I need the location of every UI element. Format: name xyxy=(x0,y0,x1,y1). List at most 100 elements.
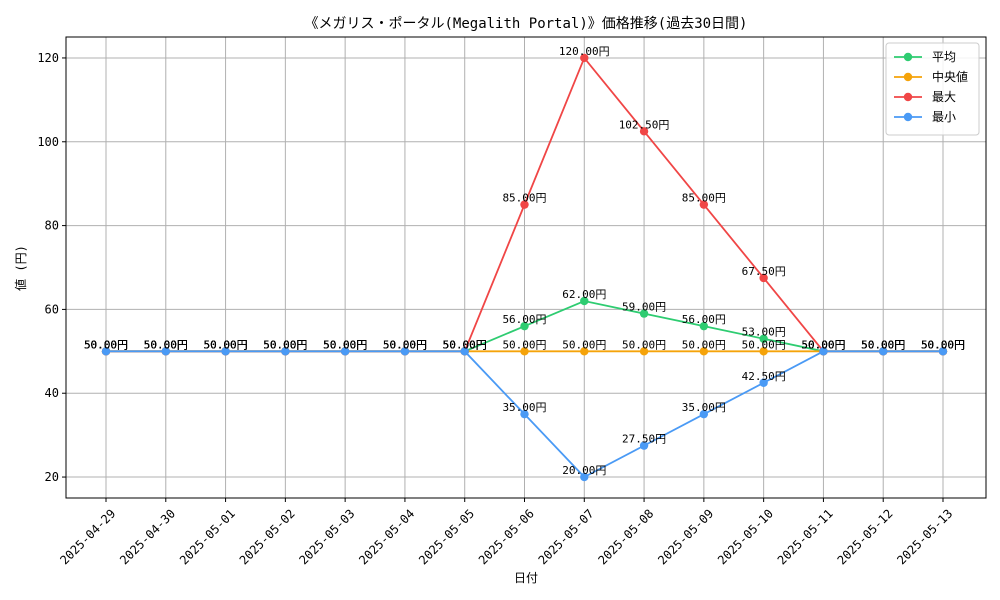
data-label: 50.00円 xyxy=(204,338,248,351)
legend-label: 最小 xyxy=(932,110,956,124)
data-label: 50.00円 xyxy=(323,338,367,351)
x-tick-label: 2025-05-04 xyxy=(356,506,417,567)
grid xyxy=(66,37,986,498)
data-label: 50.00円 xyxy=(562,338,606,351)
data-point xyxy=(639,441,649,450)
data-point xyxy=(819,347,828,356)
data-label: 20.00円 xyxy=(562,464,606,477)
data-label: 50.00円 xyxy=(443,338,487,351)
x-tick-label: 2025-05-03 xyxy=(296,506,357,567)
data-point xyxy=(699,321,709,331)
data-label: 50.00円 xyxy=(443,338,487,351)
x-tick-label: 2025-05-11 xyxy=(775,506,836,567)
data-label: 50.00円 xyxy=(263,338,307,351)
data-label: 50.00円 xyxy=(443,338,487,351)
data-point xyxy=(520,321,529,331)
series-2-labels: 50.00円 50.00円 50.00円 50.00円 50.00円 50.00円 50.0… xyxy=(84,45,965,351)
data-label: 56.00円 xyxy=(682,313,726,326)
data-label: 102.50円 xyxy=(619,118,670,131)
plot-frame xyxy=(65,36,987,499)
x-tick-label: 2025-05-09 xyxy=(655,506,716,567)
data-label: 50.00円 xyxy=(742,338,786,351)
data-point xyxy=(400,347,410,356)
legend-marker xyxy=(903,92,913,102)
y-tick-label: 80 xyxy=(45,219,59,233)
data-point xyxy=(699,409,709,419)
y-tick-label: 60 xyxy=(45,302,59,316)
y-axis-ticks: 20 40 60 80 100 120 xyxy=(37,51,66,484)
data-label: 50.00円 xyxy=(443,338,487,351)
data-point xyxy=(759,347,768,356)
y-tick-label: 40 xyxy=(45,386,59,400)
data-label: 50.00円 xyxy=(144,338,188,351)
data-label: 59.00円 xyxy=(622,301,666,314)
chart-title: 《メガリス・ポータル(Megalith Portal)》価格推移(過去30日間) xyxy=(304,16,747,32)
data-label: 53.00円 xyxy=(742,326,786,339)
data-label: 50.00円 xyxy=(144,338,188,351)
data-label: 50.00円 xyxy=(204,338,248,351)
x-tick-label: 2025-05-05 xyxy=(416,506,477,567)
data-label: 50.00円 xyxy=(921,338,965,351)
x-tick-label: 2025-05-02 xyxy=(237,506,298,567)
data-label: 50.00円 xyxy=(383,338,427,351)
data-label: 50.00円 xyxy=(84,338,128,351)
data-point xyxy=(759,334,768,343)
data-point xyxy=(281,347,290,356)
data-label: 50.00円 xyxy=(861,338,905,351)
x-tick-label: 2025-04-30 xyxy=(117,506,178,567)
legend-marker xyxy=(903,112,913,122)
data-label: 56.00円 xyxy=(502,313,546,326)
data-label: 50.00円 xyxy=(801,338,845,351)
data-point xyxy=(759,378,768,387)
data-label: 50.00円 xyxy=(861,338,905,351)
data-label: 50.00円 xyxy=(801,338,845,351)
data-point xyxy=(161,347,170,356)
data-label: 50.00円 xyxy=(263,338,307,351)
data-point xyxy=(580,53,589,63)
legend-marker xyxy=(903,72,913,82)
data-label: 27.50円 xyxy=(622,433,666,446)
data-label: 50.00円 xyxy=(144,338,188,351)
series-3-labels: 50.00円 50.00円 50.00円 50.00円 50.00円 50.00円 50.0… xyxy=(84,338,965,477)
data-label: 50.00円 xyxy=(383,338,427,351)
data-label: 50.00円 xyxy=(84,338,128,351)
data-label: 50.00円 xyxy=(204,338,248,351)
data-point xyxy=(520,409,529,419)
data-label: 50.00円 xyxy=(682,338,726,351)
data-label: 67.50円 xyxy=(742,265,786,278)
series-3 xyxy=(101,347,948,482)
data-point xyxy=(460,347,469,356)
x-tick-label: 2025-05-07 xyxy=(536,506,597,567)
data-label: 50.00円 xyxy=(622,338,666,351)
data-label: 50.00円 xyxy=(801,338,845,351)
data-point xyxy=(699,347,709,356)
x-tick-label: 2025-05-13 xyxy=(894,506,955,567)
data-point xyxy=(221,347,230,356)
data-label: 120.00円 xyxy=(559,45,610,58)
data-label: 50.00円 xyxy=(323,338,367,351)
data-label: 62.00円 xyxy=(562,288,606,301)
x-tick-label: 2025-05-10 xyxy=(715,506,776,567)
data-label: 35.00円 xyxy=(682,401,726,414)
data-point xyxy=(938,347,948,356)
data-point xyxy=(340,347,350,356)
y-tick-label: 20 xyxy=(45,470,59,484)
data-point xyxy=(639,127,649,136)
data-label: 85.00円 xyxy=(502,192,546,205)
x-tick-label: 2025-04-29 xyxy=(57,506,118,567)
y-tick-label: 120 xyxy=(37,51,59,65)
data-labels: 50.00円 50.00円 50.00円 50.00円 50.00円 50.00円 50.0… xyxy=(84,45,965,477)
data-point xyxy=(639,347,649,356)
data-label: 42.50円 xyxy=(742,370,786,383)
data-point xyxy=(639,309,649,318)
data-label: 50.00円 xyxy=(383,338,427,351)
data-label: 50.00円 xyxy=(144,338,188,351)
data-point xyxy=(520,347,529,356)
x-tick-label: 2025-05-01 xyxy=(177,506,238,567)
data-label: 50.00円 xyxy=(383,338,427,351)
data-label: 35.00円 xyxy=(502,401,546,414)
data-label: 50.00円 xyxy=(861,338,905,351)
y-axis-title: 値 (円) xyxy=(13,245,28,291)
series-layer xyxy=(101,53,948,482)
